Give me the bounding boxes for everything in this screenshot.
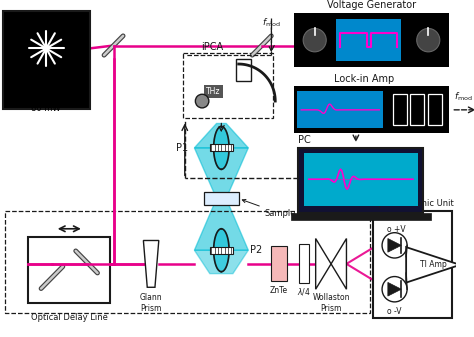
Bar — [297, 91, 383, 128]
Text: TI Amp: TI Amp — [419, 261, 447, 269]
Bar — [291, 213, 431, 220]
Bar — [293, 87, 449, 133]
Polygon shape — [194, 198, 248, 250]
Polygon shape — [194, 148, 248, 198]
Circle shape — [382, 277, 407, 302]
Circle shape — [195, 94, 209, 108]
Bar — [28, 237, 110, 303]
Bar — [298, 148, 423, 213]
Text: Voltage Generator: Voltage Generator — [327, 0, 416, 10]
Polygon shape — [388, 239, 401, 252]
Bar — [428, 94, 442, 125]
Bar — [210, 145, 233, 151]
Bar — [210, 247, 233, 254]
Bar — [393, 94, 407, 125]
Polygon shape — [144, 241, 159, 287]
Text: Sample: Sample — [242, 200, 296, 218]
Polygon shape — [214, 126, 229, 169]
Bar — [293, 13, 449, 67]
Text: Lock-in Amp: Lock-in Amp — [334, 73, 394, 84]
Polygon shape — [316, 239, 331, 289]
Text: Wollaston
Prism: Wollaston Prism — [312, 293, 350, 312]
Bar — [304, 153, 418, 206]
Text: Laser: Laser — [35, 75, 58, 84]
Text: $f_{\rm mod}$: $f_{\rm mod}$ — [454, 90, 473, 103]
Bar — [336, 19, 401, 61]
Polygon shape — [194, 250, 248, 274]
Text: PC: PC — [298, 135, 311, 145]
Circle shape — [303, 28, 326, 52]
Bar — [3, 11, 90, 109]
Bar — [272, 246, 287, 281]
Polygon shape — [194, 123, 248, 148]
Text: 130 fs: 130 fs — [33, 94, 59, 103]
Circle shape — [382, 233, 407, 258]
Polygon shape — [331, 239, 346, 289]
Circle shape — [417, 28, 440, 52]
Polygon shape — [406, 247, 460, 283]
Text: o +V: o +V — [387, 225, 406, 234]
Bar — [204, 192, 239, 205]
Polygon shape — [388, 282, 401, 296]
Text: ZnTe: ZnTe — [270, 286, 288, 295]
Bar — [374, 211, 452, 318]
Polygon shape — [214, 229, 229, 272]
Text: P2: P2 — [250, 245, 263, 255]
Text: o -V: o -V — [387, 307, 401, 315]
Text: Optoelectronic Unit: Optoelectronic Unit — [372, 199, 454, 208]
Bar — [236, 59, 251, 81]
Text: P1: P1 — [175, 143, 188, 153]
Text: $\lambda$/4: $\lambda$/4 — [297, 286, 311, 297]
Bar — [299, 244, 309, 283]
Bar — [410, 94, 425, 125]
Text: Optical Delay Line: Optical Delay Line — [31, 313, 108, 321]
Text: iPCA: iPCA — [201, 42, 223, 52]
Text: Glann
Prism: Glann Prism — [140, 293, 163, 312]
Text: $f_{\rm mod}$: $f_{\rm mod}$ — [263, 16, 281, 29]
Text: THz: THz — [206, 87, 221, 96]
Text: 775 nm: 775 nm — [30, 85, 62, 93]
Text: 80 mW: 80 mW — [31, 104, 61, 113]
